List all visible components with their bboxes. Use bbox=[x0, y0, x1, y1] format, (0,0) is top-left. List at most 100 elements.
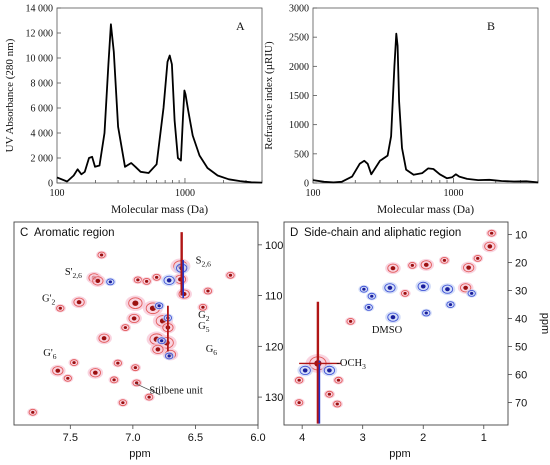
cross-peak-contour bbox=[69, 359, 79, 366]
cross-peak bbox=[444, 300, 457, 309]
cross-peak-core bbox=[470, 291, 474, 295]
panel-d-aliphatic-hsqc: 10 20 30 40 50 60 70 4 3 2 1 ppm ppm D Side-chain and … bbox=[283, 221, 550, 460]
series-line bbox=[56, 23, 263, 184]
annotation-leader bbox=[135, 383, 161, 396]
cross-peak-core bbox=[297, 401, 301, 405]
cross-peak bbox=[156, 336, 168, 346]
cross-peak bbox=[323, 389, 335, 399]
cross-peak-core bbox=[297, 378, 301, 382]
x-tick-label: 6.5 bbox=[188, 432, 203, 444]
cross-peak bbox=[104, 277, 116, 287]
cross-peak-contour bbox=[408, 261, 417, 269]
y-tick-label: 500 bbox=[294, 149, 309, 160]
cross-peak-core bbox=[166, 278, 172, 283]
cross-peak-contour bbox=[325, 390, 334, 398]
cross-peak-core bbox=[442, 258, 447, 262]
cross-peak-core bbox=[154, 275, 159, 279]
cross-peak-contour bbox=[346, 317, 355, 325]
cross-peak-core bbox=[327, 368, 332, 373]
annotation-label: -OCH bbox=[336, 358, 362, 369]
cross-peak bbox=[438, 256, 450, 265]
cross-peak-contour bbox=[113, 359, 123, 367]
cross-peak-contour bbox=[198, 303, 208, 311]
cross-peak bbox=[399, 289, 411, 298]
cross-peak-contour bbox=[364, 303, 373, 311]
cross-peak bbox=[331, 399, 343, 409]
cross-peak-contour bbox=[473, 254, 482, 262]
cross-peak-core bbox=[123, 326, 128, 330]
cross-peak-core bbox=[489, 231, 494, 235]
cross-peak-contour bbox=[157, 337, 166, 345]
cross-peak-core bbox=[466, 265, 471, 270]
cross-peak bbox=[27, 408, 39, 417]
x-tick-label: 1000 bbox=[175, 188, 195, 199]
cross-peak-core bbox=[327, 392, 332, 396]
cross-peak bbox=[385, 262, 401, 275]
cross-peak-core bbox=[101, 336, 107, 341]
cross-peak-contour bbox=[128, 313, 140, 324]
cross-peak-contour bbox=[52, 366, 64, 376]
cross-peak bbox=[345, 317, 357, 326]
cross-peak-contour bbox=[417, 281, 429, 292]
cross-peak-contour bbox=[97, 251, 106, 259]
cross-peak-contour bbox=[487, 229, 496, 237]
cross-peak-contour bbox=[299, 365, 311, 376]
x-tick-label: 4 bbox=[299, 432, 305, 444]
x-tick-label: 1000 bbox=[443, 188, 463, 199]
cross-peak bbox=[153, 301, 165, 310]
y-tick-label: 1500 bbox=[289, 91, 309, 102]
cross-peak-contour bbox=[323, 365, 336, 376]
cross-peak-core bbox=[72, 361, 76, 365]
cross-peak-core bbox=[147, 395, 151, 399]
cross-peak-contour bbox=[420, 260, 432, 270]
cross-peak-core bbox=[108, 280, 113, 284]
annotation-subscript: 6 bbox=[53, 352, 57, 361]
cross-peak-core bbox=[112, 378, 116, 382]
y-tick-label: 8 000 bbox=[31, 79, 54, 90]
cross-peak-core bbox=[410, 263, 415, 267]
annotation-subscript: 6 bbox=[213, 348, 217, 357]
cross-peak bbox=[96, 250, 108, 260]
cross-peak bbox=[415, 280, 432, 293]
y-tick-label: 10 bbox=[515, 230, 527, 242]
cross-peak-core bbox=[424, 311, 428, 315]
y-axis-label: UV Absorbance (280 nm) bbox=[4, 38, 16, 152]
plot-frame bbox=[56, 7, 263, 184]
y-tick-label: 3000 bbox=[289, 4, 309, 15]
cross-peak bbox=[150, 343, 166, 356]
cross-peak-contour bbox=[109, 376, 119, 384]
panel-b-ri-chart: 0 500 1000 1500 2000 2500 3000 100 1000 Molecular… bbox=[263, 4, 539, 216]
cross-peak-contour bbox=[144, 393, 154, 401]
cross-peak-core bbox=[55, 368, 61, 373]
cross-peak bbox=[197, 303, 209, 312]
x-axis-label: Molecular mass (Da) bbox=[111, 204, 208, 216]
cross-peak bbox=[332, 375, 345, 385]
cross-peak-contour bbox=[387, 312, 399, 322]
plot-frame bbox=[312, 7, 539, 184]
y-tick-label: 2000 bbox=[289, 62, 309, 73]
y-tick-label: 120 bbox=[265, 341, 283, 353]
cross-peak bbox=[406, 261, 418, 270]
cross-peak bbox=[486, 228, 498, 238]
cross-peak bbox=[321, 364, 338, 377]
annotation-subscript: 2,6 bbox=[202, 260, 212, 269]
x-axis-label: ppm bbox=[129, 448, 150, 460]
annotation-subscript: 2 bbox=[206, 314, 210, 323]
cross-peak-core bbox=[144, 279, 149, 283]
cross-peak-core bbox=[95, 278, 101, 283]
cross-peak-contour bbox=[89, 368, 101, 378]
cross-peak-core bbox=[66, 376, 70, 380]
panel-letter: D bbox=[290, 227, 298, 239]
annotation-label: Stilbene unit bbox=[149, 385, 202, 396]
cross-peak bbox=[466, 289, 478, 298]
x-tick-label: 100 bbox=[50, 188, 65, 199]
cross-peak bbox=[418, 258, 435, 271]
cross-peak-contour bbox=[387, 263, 399, 273]
cross-peak bbox=[297, 364, 313, 377]
cross-peak-core bbox=[463, 285, 468, 290]
cross-peak-contour bbox=[73, 297, 85, 307]
cross-peak bbox=[141, 277, 153, 286]
x-tick-label: 3 bbox=[360, 432, 366, 444]
cross-peak-contour bbox=[333, 400, 342, 408]
cross-peak-contour bbox=[462, 263, 475, 273]
